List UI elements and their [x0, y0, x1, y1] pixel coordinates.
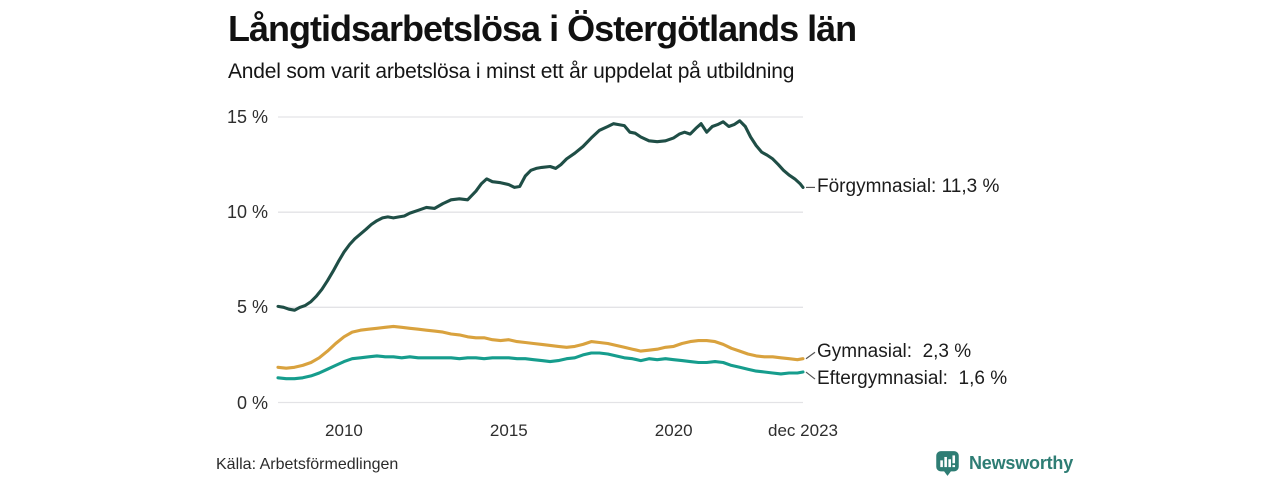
- page-title: Långtidsarbetslösa i Östergötlands län: [228, 8, 857, 49]
- y-tick-label: 0 %: [236, 392, 268, 413]
- x-tick-label: 2015: [489, 421, 528, 440]
- series-end-label-frgymnasial: Förgymnasial: 11,3 %: [817, 176, 1000, 198]
- x-tick-label: dec 2023: [768, 421, 838, 440]
- chart-subtitle: Andel som varit arbetslösa i minst ett å…: [228, 60, 795, 83]
- series-line-eftergymnasial: [276, 351, 805, 381]
- y-tick-label: 5 %: [236, 297, 268, 318]
- series-line-gymnasial: [276, 324, 805, 370]
- bar-chart-bubble-icon: [936, 451, 959, 476]
- source-note: Källa: Arbetsförmedlingen: [216, 456, 399, 473]
- y-tick-label: 15 %: [226, 107, 268, 127]
- newsworthy-logo[interactable]: Newsworthy: [934, 450, 1073, 477]
- label-connector: [805, 371, 816, 380]
- x-tick-label: 2020: [654, 421, 693, 440]
- y-tick-label: 10 %: [226, 202, 268, 223]
- series-end-label-eftergymnasial: Eftergymnasial: 1,6 %: [817, 368, 1008, 390]
- label-connector: [805, 351, 816, 360]
- x-tick-label: 2010: [325, 421, 363, 440]
- newsworthy-wordmark: Newsworthy: [969, 453, 1074, 473]
- series-line-frgymnasial: [276, 119, 805, 312]
- series-end-label-gymnasial: Gymnasial: 2,3 %: [817, 341, 972, 363]
